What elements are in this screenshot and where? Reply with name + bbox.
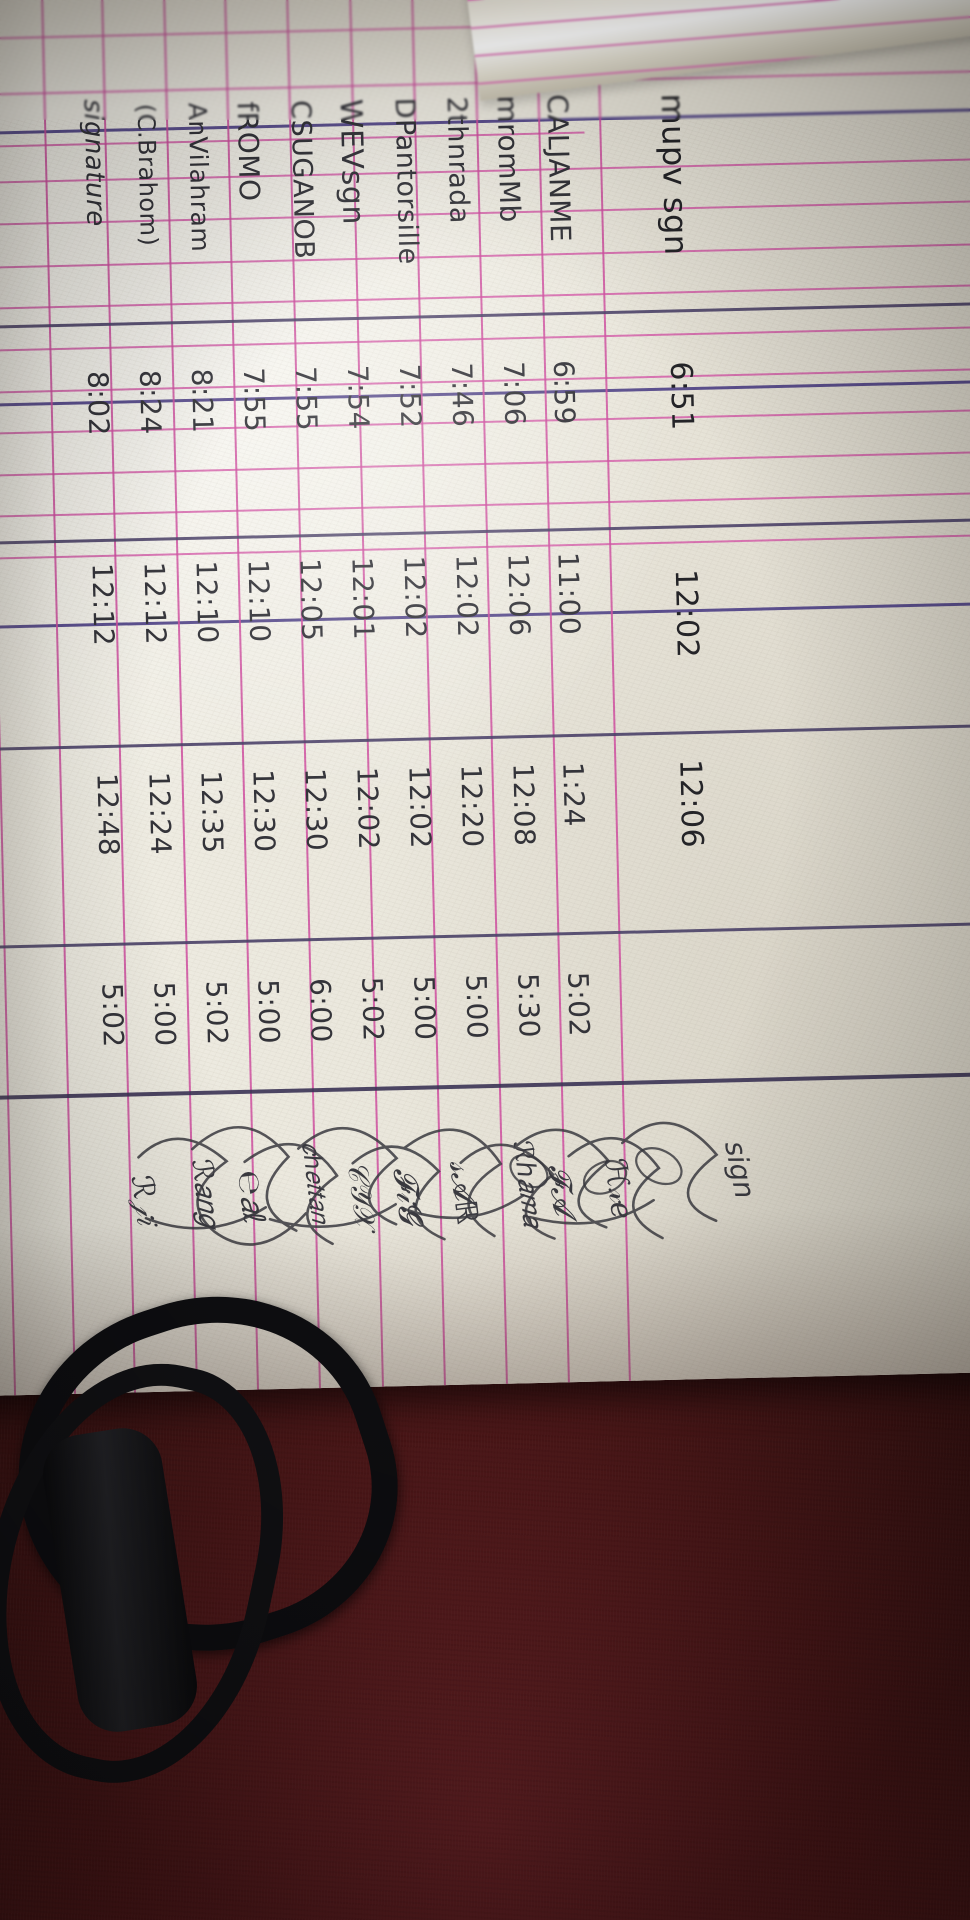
paper-shading (0, 0, 970, 1397)
notebook-page: mupv sgn OC 6:51 12:02 12:06 sign CALJAN… (0, 0, 970, 1397)
